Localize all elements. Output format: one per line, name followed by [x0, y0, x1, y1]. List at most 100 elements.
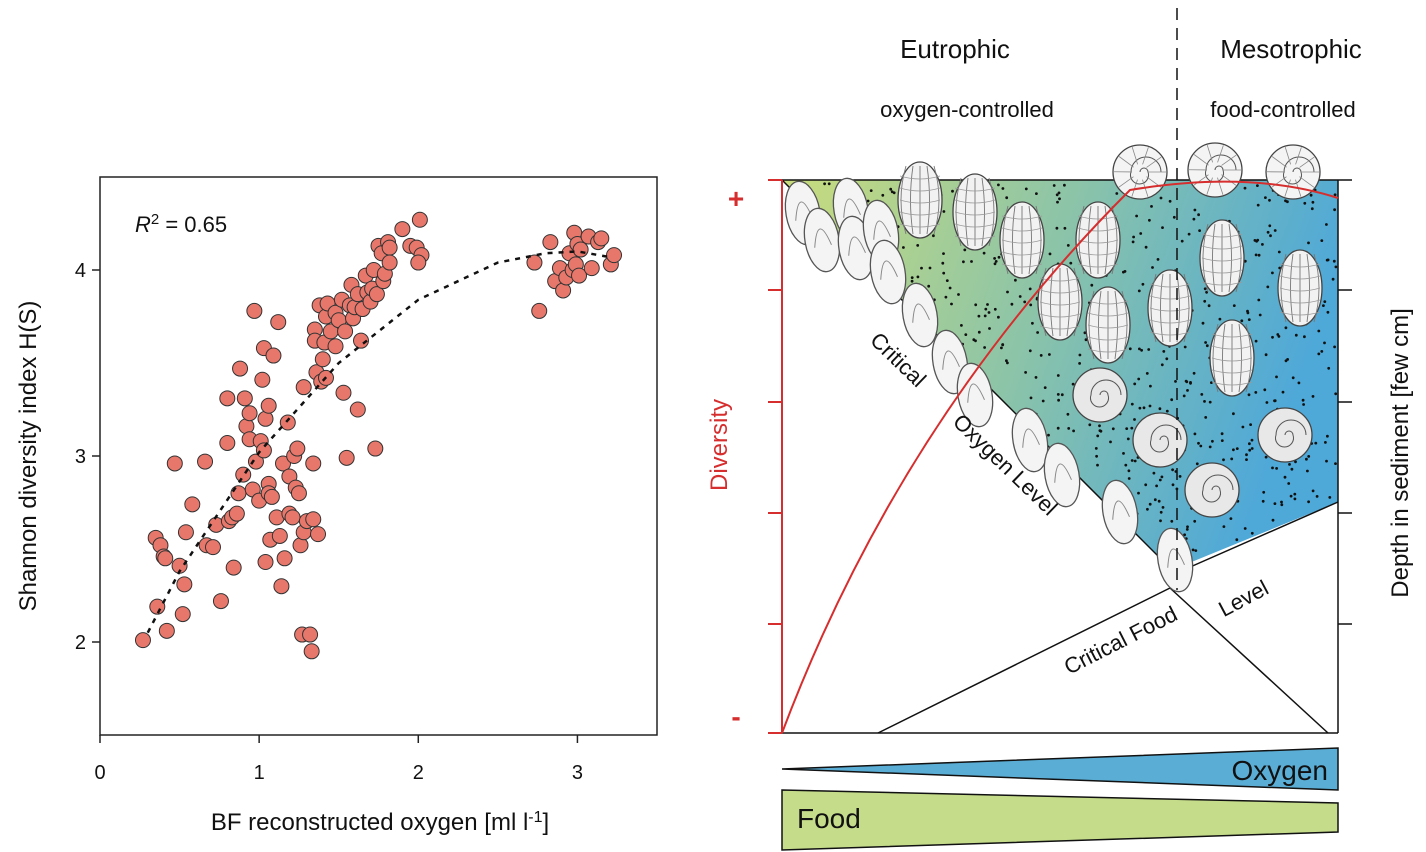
stipple-dot	[1314, 442, 1317, 445]
stipple-dot	[1255, 254, 1258, 257]
stipple-dot	[1248, 449, 1251, 452]
stipple-dot	[1248, 442, 1251, 445]
stipple-dot	[1155, 485, 1158, 488]
point	[261, 398, 276, 413]
stipple-dot	[1249, 423, 1252, 426]
stipple-dot	[1124, 270, 1127, 273]
point	[185, 497, 200, 512]
stipple-dot	[1029, 349, 1032, 352]
stipple-dot	[1317, 330, 1320, 333]
level-label: Level	[1214, 575, 1272, 622]
stipple-dot	[1251, 532, 1254, 535]
stipple-dot	[1265, 353, 1268, 356]
point	[285, 510, 300, 525]
stipple-dot	[1047, 434, 1050, 437]
point	[296, 380, 311, 395]
x-label-end: ]	[543, 809, 550, 836]
stipple-dot	[1159, 519, 1162, 522]
stipple-dot	[1325, 460, 1328, 463]
stipple-dot	[1002, 187, 1005, 190]
stipple-dot	[1306, 470, 1309, 473]
food-level-line	[878, 588, 1170, 733]
point	[311, 527, 326, 542]
stipple-dot	[1186, 528, 1189, 531]
mesotrophic-label: Mesotrophic	[1220, 34, 1362, 64]
point	[584, 261, 599, 276]
stipple-dot	[1072, 430, 1075, 433]
stipple-dot	[1125, 427, 1128, 430]
stipple-dot	[1274, 229, 1277, 232]
stipple-dot	[1303, 335, 1306, 338]
stipple-dot	[911, 276, 914, 279]
stipple-dot	[1266, 401, 1269, 404]
diagram	[768, 8, 1352, 850]
stipple-dot	[1166, 410, 1169, 413]
stipple-dot	[1030, 397, 1033, 400]
stipple-dot	[1149, 503, 1152, 506]
stipple-dot	[1142, 283, 1145, 286]
stipple-dot	[1204, 287, 1207, 290]
stipple-dot	[1056, 201, 1059, 204]
stipple-dot	[1181, 240, 1184, 243]
stipple-dot	[1323, 300, 1326, 303]
stipple-dot	[1029, 288, 1032, 291]
stipple-dot	[823, 182, 826, 185]
stipple-dot	[1161, 363, 1164, 366]
stipple-dot	[1096, 435, 1099, 438]
stipple-dot	[1183, 395, 1186, 398]
stipple-dot	[1320, 239, 1323, 242]
stipple-dot	[1317, 353, 1320, 356]
stipple-dot	[1014, 279, 1017, 282]
stipple-dot	[1171, 468, 1174, 471]
point	[271, 315, 286, 330]
x-tick-label: 2	[413, 762, 424, 784]
stipple-dot	[941, 262, 944, 265]
stipple-dot	[1134, 460, 1137, 463]
y-tick-label: 2	[75, 632, 86, 654]
stipple-dot	[1311, 207, 1314, 210]
stipple-dot	[1271, 467, 1274, 470]
r-label: R	[135, 212, 151, 237]
diversity-ticks	[768, 180, 782, 733]
stipple-dot	[957, 293, 960, 296]
y-axis-label: Shannon diversity index H(S)	[15, 301, 42, 612]
point	[306, 456, 321, 471]
stipple-dot	[1149, 385, 1152, 388]
foram-ribbed	[953, 174, 997, 250]
stipple-dot	[1269, 234, 1272, 237]
stipple-dot	[1333, 260, 1336, 263]
stipple-dot	[917, 276, 920, 279]
stipple-dot	[932, 234, 935, 237]
stipple-dot	[1204, 416, 1207, 419]
stipple-dot	[978, 331, 981, 334]
stipple-dot	[1333, 208, 1336, 211]
stipple-dot	[1256, 184, 1259, 187]
stipple-dot	[1069, 262, 1072, 265]
stipple-dot	[1072, 383, 1075, 386]
r2-annotation: R2 = 0.65	[135, 211, 227, 238]
stipple-dot	[974, 303, 977, 306]
stipple-dot	[1137, 492, 1140, 495]
stipple-dot	[1056, 227, 1059, 230]
stipple-dot	[1211, 440, 1214, 443]
depth-ticks	[1338, 290, 1352, 624]
stipple-dot	[1115, 192, 1118, 195]
stipple-dot	[1275, 376, 1278, 379]
stipple-dot	[1154, 498, 1157, 501]
stipple-dot	[1307, 500, 1310, 503]
x-tick-label: 0	[94, 762, 105, 784]
stipple-dot	[1326, 435, 1329, 438]
point	[236, 467, 251, 482]
point	[382, 240, 397, 255]
stipple-dot	[1323, 342, 1326, 345]
stipple-dot	[1099, 429, 1102, 432]
stipple-dot	[1057, 399, 1060, 402]
stipple-dot	[1131, 459, 1134, 462]
stipple-dot	[1138, 348, 1141, 351]
stipple-dot	[1251, 439, 1254, 442]
stipple-dot	[1040, 354, 1043, 357]
stipple-dot	[1139, 407, 1142, 410]
stipple-dot	[1159, 407, 1162, 410]
stipple-dot	[1268, 224, 1271, 227]
stipple-dot	[1244, 187, 1247, 190]
